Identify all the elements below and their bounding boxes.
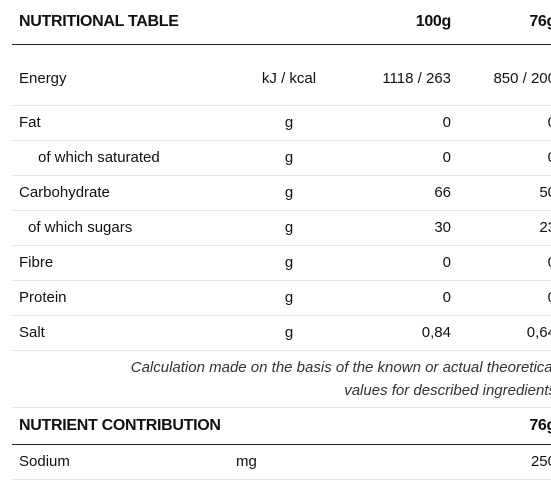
row-value-76g: 0 xyxy=(458,140,551,176)
table-row: Protein g 0 0 xyxy=(12,280,551,316)
contribution-col-76g-header: 76g xyxy=(458,407,551,445)
table-title: NUTRITIONAL TABLE xyxy=(12,0,236,45)
row-value-100g: 0 xyxy=(342,245,458,281)
row-unit: kJ / kcal xyxy=(261,70,317,87)
table-row: Salt g 0,84 0,64 xyxy=(12,315,551,351)
row-value-100g: 66 xyxy=(342,175,458,211)
row-value-100g: 30 xyxy=(342,210,458,246)
table-row: Fat g 0 0 xyxy=(12,105,551,141)
row-unit: mg xyxy=(236,444,342,480)
table-row: of which sugars g 30 23 xyxy=(12,210,551,246)
row-value-100g: 1118 / 263 xyxy=(382,70,451,87)
row-value-76g: 0 xyxy=(458,105,551,141)
row-value-76g: 850 / 200 xyxy=(493,70,551,87)
row-value-100g: 0,84 xyxy=(342,315,458,351)
col-76g-header: 76g xyxy=(458,0,551,45)
row-label: Protein xyxy=(12,280,236,316)
row-label: Salt xyxy=(12,315,236,351)
table-row: Fibre g 0 0 xyxy=(12,245,551,281)
table-row: Carbohydrate g 66 50 xyxy=(12,175,551,211)
row-value-100g: 0 xyxy=(342,105,458,141)
row-label: of which sugars xyxy=(12,210,236,246)
row-value-76g: 50 xyxy=(458,175,551,211)
row-empty xyxy=(342,444,458,480)
row-unit: g xyxy=(236,175,342,211)
row-value-76g: 0,64 xyxy=(458,315,551,351)
note-line-1: Calculation made on the basis of the kno… xyxy=(130,359,551,376)
row-unit: g xyxy=(236,315,342,351)
row-unit: g xyxy=(236,140,342,176)
contribution-header: NUTRIENT CONTRIBUTION 76g xyxy=(12,407,551,445)
calculation-note: Calculation made on the basis of the kno… xyxy=(12,350,551,408)
unit-header xyxy=(236,0,342,45)
row-label: Sodium xyxy=(12,444,236,480)
row-label: Fibre xyxy=(12,245,236,281)
contribution-spacer xyxy=(342,407,458,445)
row-value-76g: 250 xyxy=(458,444,551,480)
row-unit: g xyxy=(236,280,342,316)
row-label: of which saturated xyxy=(12,140,236,176)
row-value-100g: 0 xyxy=(342,280,458,316)
row-unit: g xyxy=(236,105,342,141)
contribution-row: Sodium mg 250 xyxy=(12,444,551,480)
table-header: NUTRITIONAL TABLE 100g 76g xyxy=(12,0,551,45)
nutritional-table: NUTRITIONAL TABLE 100g 76g Energy kJ / k… xyxy=(12,0,551,480)
row-value-100g: 0 xyxy=(342,140,458,176)
row-value-76g: 0 xyxy=(458,280,551,316)
table-row: Energy kJ / kcal 1118 / 263 850 / 200 xyxy=(12,45,551,106)
col-100g-header: 100g xyxy=(342,0,458,45)
row-unit: g xyxy=(236,210,342,246)
row-label: Carbohydrate xyxy=(12,175,236,211)
row-label: Fat xyxy=(12,105,236,141)
table-row: of which saturated g 0 0 xyxy=(12,140,551,176)
note-line-2: values for described ingredients xyxy=(344,382,551,399)
contribution-title: NUTRIENT CONTRIBUTION xyxy=(12,407,342,445)
nutrition-panel: NUTRITIONAL TABLE 100g 76g Energy kJ / k… xyxy=(12,0,551,480)
row-value-76g: 23 xyxy=(458,210,551,246)
row-value-76g: 0 xyxy=(458,245,551,281)
row-unit: g xyxy=(236,245,342,281)
row-label: Energy xyxy=(19,70,67,87)
